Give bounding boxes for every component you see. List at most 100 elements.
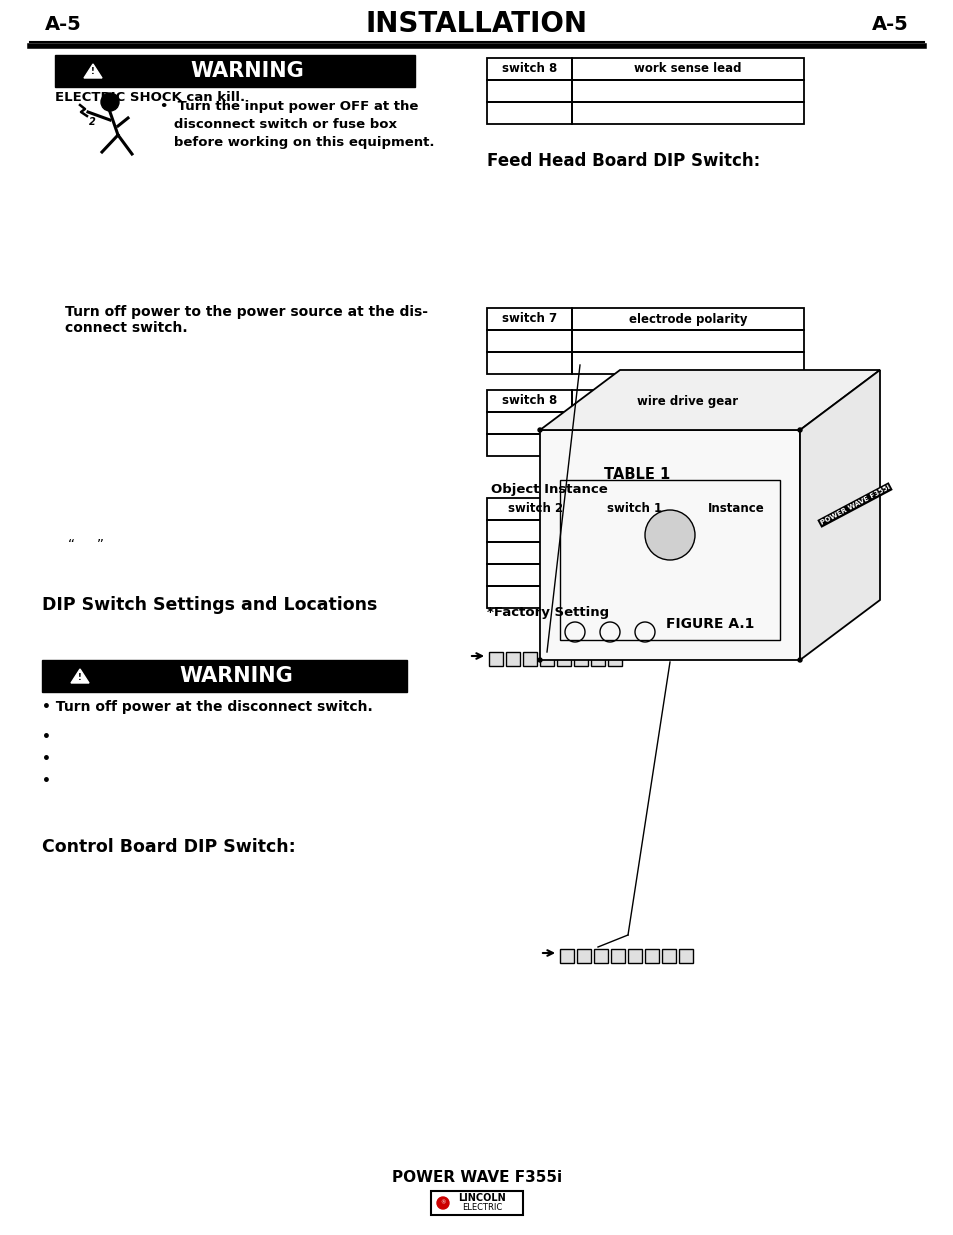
Text: switch 1: switch 1: [606, 503, 661, 515]
Text: DIP Switch Settings and Locations: DIP Switch Settings and Locations: [42, 597, 377, 614]
Polygon shape: [71, 669, 89, 683]
Polygon shape: [84, 64, 102, 78]
Text: Instance: Instance: [707, 503, 763, 515]
Text: TABLE 1: TABLE 1: [603, 467, 669, 482]
Bar: [590, 652, 604, 666]
Bar: [583, 498, 684, 520]
Bar: [583, 564, 684, 585]
Bar: [577, 948, 590, 963]
Circle shape: [797, 429, 801, 432]
Text: ELECTRIC SHOCK can kill.: ELECTRIC SHOCK can kill.: [55, 91, 245, 104]
Text: *Factory Setting: *Factory Setting: [486, 606, 608, 619]
Text: Object Instance: Object Instance: [491, 483, 607, 496]
Bar: [583, 585, 684, 608]
Bar: [572, 308, 803, 330]
Bar: [572, 103, 803, 124]
Bar: [42, 659, 407, 692]
Bar: [572, 352, 803, 374]
Bar: [559, 948, 574, 963]
Text: !: !: [78, 673, 82, 682]
Text: ®: ®: [439, 1200, 445, 1205]
Bar: [55, 56, 415, 86]
Circle shape: [436, 1197, 449, 1209]
Text: switch 7: switch 7: [501, 312, 557, 326]
Polygon shape: [539, 430, 800, 659]
Bar: [486, 433, 572, 456]
Bar: [572, 330, 803, 352]
Bar: [559, 480, 780, 640]
Bar: [574, 652, 587, 666]
Bar: [486, 80, 572, 103]
Text: FIGURE A.1: FIGURE A.1: [665, 618, 754, 631]
Text: disconnect switch or fuse box: disconnect switch or fuse box: [160, 119, 396, 131]
Text: WARNING: WARNING: [179, 666, 294, 685]
Text: switch 2: switch 2: [507, 503, 562, 515]
Bar: [486, 564, 583, 585]
Text: INSTALLATION: INSTALLATION: [366, 10, 587, 38]
Bar: [572, 80, 803, 103]
Text: A-5: A-5: [871, 15, 908, 33]
Text: •: •: [42, 752, 51, 766]
Bar: [610, 948, 624, 963]
Circle shape: [644, 510, 695, 559]
Bar: [486, 520, 583, 542]
Text: •: •: [42, 774, 51, 788]
Text: ELECTRIC: ELECTRIC: [461, 1203, 501, 1213]
Bar: [661, 948, 676, 963]
Text: • Turn off power at the disconnect switch.: • Turn off power at the disconnect switc…: [42, 700, 373, 714]
Bar: [684, 585, 786, 608]
Bar: [486, 330, 572, 352]
Text: •  Turn the input power OFF at the: • Turn the input power OFF at the: [160, 100, 418, 112]
Bar: [489, 652, 502, 666]
Polygon shape: [539, 370, 879, 430]
Bar: [607, 652, 621, 666]
Text: A-5: A-5: [45, 15, 82, 33]
Bar: [486, 498, 583, 520]
Bar: [431, 1191, 522, 1215]
Bar: [583, 542, 684, 564]
Bar: [684, 564, 786, 585]
Circle shape: [101, 93, 119, 111]
Text: switch 8: switch 8: [501, 63, 557, 75]
Circle shape: [537, 429, 541, 432]
Text: before working on this equipment.: before working on this equipment.: [160, 136, 434, 149]
Bar: [522, 652, 537, 666]
Bar: [572, 58, 803, 80]
Text: Turn off power to the power source at the dis-
connect switch.: Turn off power to the power source at th…: [65, 305, 428, 335]
Bar: [486, 103, 572, 124]
Polygon shape: [800, 370, 879, 659]
Bar: [539, 652, 554, 666]
Text: electrode polarity: electrode polarity: [628, 312, 746, 326]
Text: switch 8: switch 8: [501, 394, 557, 408]
Bar: [486, 308, 572, 330]
Text: •: •: [42, 730, 51, 743]
Bar: [486, 542, 583, 564]
Bar: [627, 948, 641, 963]
Text: POWER WAVE F355i: POWER WAVE F355i: [392, 1170, 561, 1184]
Bar: [679, 948, 692, 963]
Bar: [684, 498, 786, 520]
Bar: [572, 390, 803, 412]
Bar: [572, 412, 803, 433]
Text: “     ”: “ ”: [68, 538, 104, 552]
Bar: [486, 585, 583, 608]
Circle shape: [537, 658, 541, 662]
Bar: [684, 520, 786, 542]
Text: work sense lead: work sense lead: [634, 63, 741, 75]
Bar: [583, 520, 684, 542]
Text: Feed Head Board DIP Switch:: Feed Head Board DIP Switch:: [486, 152, 760, 170]
Bar: [486, 390, 572, 412]
Bar: [486, 412, 572, 433]
Bar: [594, 948, 607, 963]
Bar: [505, 652, 519, 666]
Bar: [684, 542, 786, 564]
Bar: [644, 948, 659, 963]
Text: !: !: [91, 68, 95, 77]
Text: Control Board DIP Switch:: Control Board DIP Switch:: [42, 839, 295, 856]
Circle shape: [797, 658, 801, 662]
Bar: [486, 58, 572, 80]
Text: WARNING: WARNING: [190, 61, 304, 82]
Text: LINCOLN: LINCOLN: [457, 1193, 505, 1203]
Text: POWER WAVE F355i: POWER WAVE F355i: [819, 484, 890, 526]
Bar: [557, 652, 571, 666]
